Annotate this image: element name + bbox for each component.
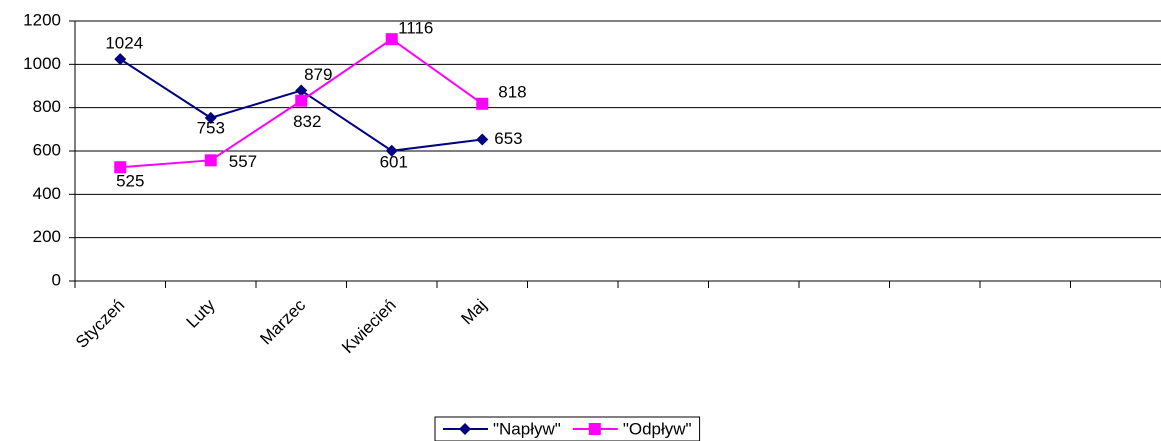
data-label: 753 — [197, 118, 225, 137]
point-marker — [385, 33, 398, 46]
point-marker — [204, 111, 217, 124]
data-label: 1116 — [398, 19, 433, 38]
x-tick-label: Styczeń — [72, 296, 128, 352]
data-label: 525 — [116, 172, 144, 191]
x-tick-label: Marzec — [256, 295, 309, 348]
y-tick-label: 600 — [33, 140, 61, 159]
y-tick-label: 0 — [52, 270, 61, 289]
point-marker — [459, 423, 471, 435]
point-marker — [295, 94, 308, 107]
point-marker — [114, 53, 127, 66]
legend-label: "Napływ" — [493, 419, 561, 438]
x-tick-label: Kwiecień — [338, 296, 400, 358]
y-tick-label: 200 — [33, 227, 61, 246]
point-marker — [295, 84, 308, 97]
y-tick-label: 400 — [33, 184, 61, 203]
legend: "Napływ" "Odpływ" — [434, 416, 701, 441]
data-label: 601 — [380, 152, 408, 171]
point-marker — [204, 154, 217, 167]
legend-label: "Odpływ" — [623, 419, 692, 438]
data-label: 832 — [293, 112, 321, 131]
data-label: 879 — [304, 65, 332, 84]
y-tick-label: 800 — [33, 97, 61, 116]
point-marker — [476, 97, 489, 110]
y-tick-label: 1000 — [23, 54, 61, 73]
y-tick-label: 1200 — [23, 10, 61, 29]
x-tick-label: Luty — [183, 295, 220, 332]
point-marker — [588, 423, 601, 435]
data-label: 818 — [498, 82, 526, 101]
data-label: 1024 — [105, 34, 143, 53]
x-tick-label: Maj — [457, 296, 490, 329]
point-marker — [385, 144, 398, 157]
point-marker — [114, 161, 127, 174]
data-label: 557 — [229, 152, 257, 171]
point-marker — [476, 133, 489, 146]
data-label: 653 — [494, 129, 522, 148]
